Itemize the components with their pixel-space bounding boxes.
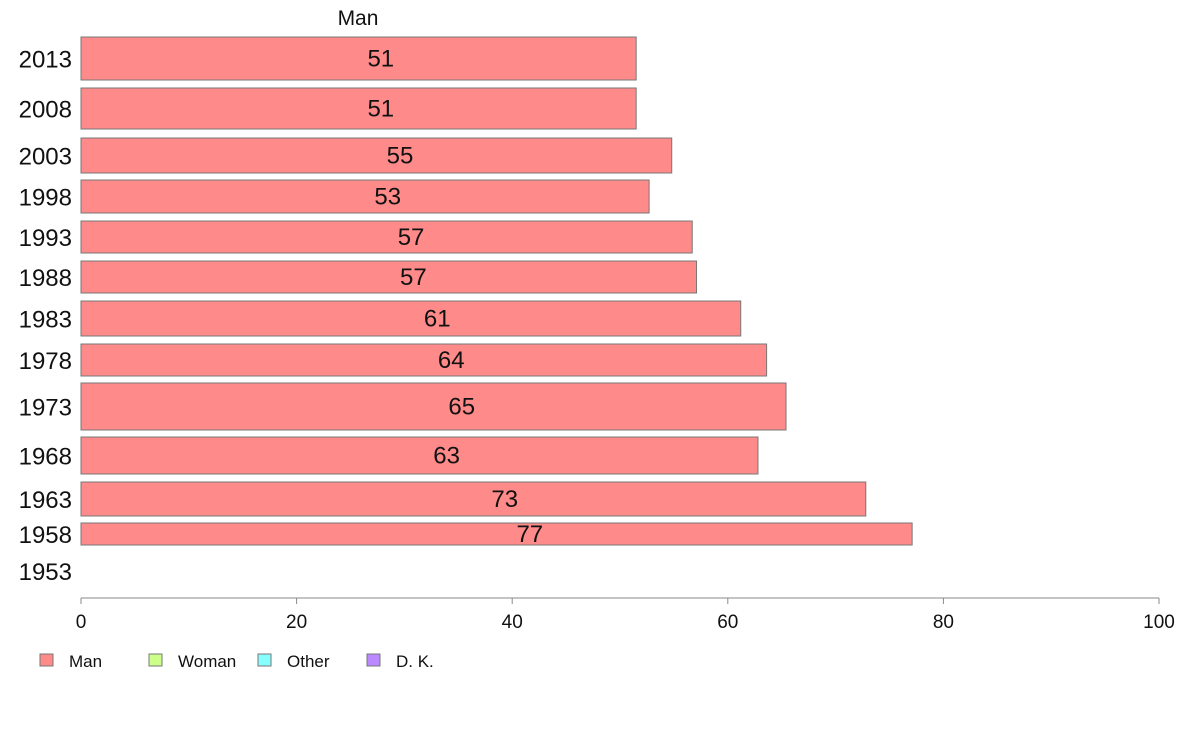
category-label: 2013: [19, 47, 72, 74]
bar-value-label: 77: [516, 521, 543, 548]
bar: [80, 137, 673, 174]
bar: [80, 87, 637, 130]
bar-value-label: 63: [433, 443, 460, 470]
legend-swatch: [39, 653, 54, 667]
category-label: 1978: [19, 348, 72, 375]
bar: [80, 436, 759, 475]
bar: [80, 220, 693, 254]
x-tick-label: 60: [717, 612, 738, 633]
legend-label: Other: [287, 652, 330, 671]
legend-swatch: [148, 653, 163, 667]
bar-value-label: 55: [387, 143, 414, 170]
category-label: 1973: [19, 395, 72, 422]
x-axis: 0 20 40 60 80 100: [76, 597, 1175, 633]
bar-value-label: 65: [448, 394, 475, 421]
category-label: 1963: [19, 487, 72, 514]
bar: [80, 343, 768, 377]
category-label: 1993: [19, 225, 72, 252]
legend-label: Man: [69, 652, 102, 671]
bar: [80, 382, 787, 431]
category-label: 1958: [19, 522, 72, 549]
category-label: 1998: [19, 185, 72, 212]
legend-label: D. K.: [396, 652, 434, 671]
category-label: 1983: [19, 307, 72, 334]
category-label: 1968: [19, 444, 72, 471]
category-labels: 2013 2008 2003 1998 1993 1988 1983 1978 1973 1968…: [19, 47, 72, 587]
bar-value-label: 57: [398, 224, 425, 251]
legend-swatch: [366, 653, 381, 667]
bar: [80, 260, 698, 294]
x-tick-label: 20: [286, 612, 307, 633]
category-label: 1953: [19, 559, 72, 586]
bar-value-label: 51: [367, 96, 394, 123]
category-label: 2008: [19, 97, 72, 124]
bar-value-label: 57: [400, 264, 427, 291]
category-label: 1988: [19, 265, 72, 292]
bar-value-label: 73: [491, 486, 518, 513]
x-tick-label: 80: [933, 612, 954, 633]
category-label: 2003: [19, 144, 72, 171]
x-tick-label: 100: [1143, 612, 1175, 633]
bar: [80, 522, 913, 546]
legend-label: Woman: [178, 652, 236, 671]
x-tick-label: 40: [502, 612, 523, 633]
column-header-label: Man: [338, 7, 379, 30]
legend: Man Woman Other D. K.: [39, 652, 434, 671]
bar-value-label: 61: [424, 306, 451, 333]
bar-value-label: 51: [367, 46, 394, 73]
bar: [80, 481, 867, 517]
bar: [80, 179, 650, 214]
bar-value-label: 53: [374, 184, 401, 211]
bar: [80, 36, 637, 81]
bars: 51 51 55 53 57 57 61 64 65 63 73 77: [80, 36, 913, 548]
bar-value-label: 64: [438, 347, 465, 374]
x-tick-label: 0: [76, 612, 87, 633]
legend-swatch: [257, 653, 272, 667]
bar: [80, 300, 742, 337]
